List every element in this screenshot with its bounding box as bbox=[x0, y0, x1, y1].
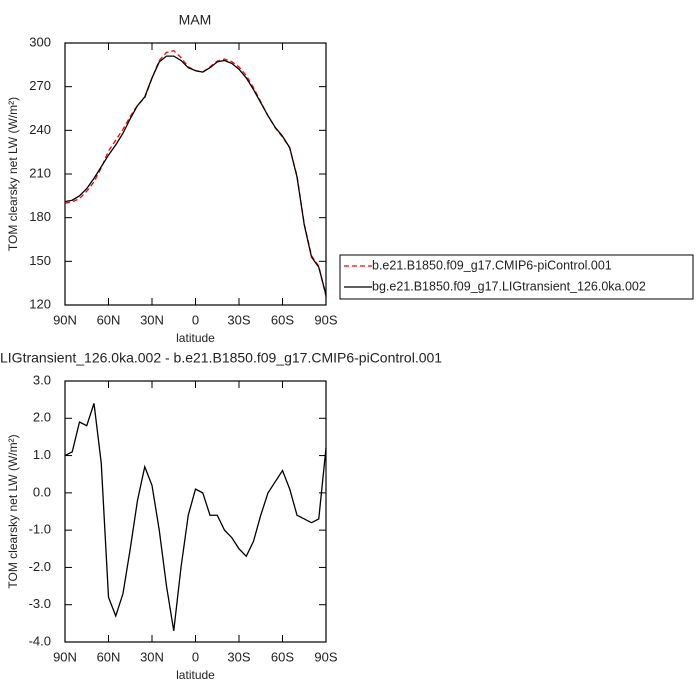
y-tick-label: -3.0 bbox=[29, 596, 51, 611]
x-tick-label: 60S bbox=[271, 312, 294, 327]
x-tick-label: 60N bbox=[97, 649, 121, 664]
x-tick-label: 60S bbox=[271, 649, 294, 664]
x-tick-label: 30S bbox=[227, 312, 250, 327]
y-tick-label: 150 bbox=[29, 253, 51, 268]
chart-title: MAM bbox=[179, 12, 212, 28]
chart-title: LIGtransient_126.0ka.002 - b.e21.B1850.f… bbox=[0, 350, 442, 366]
x-tick-label: 30S bbox=[227, 649, 250, 664]
x-tick-label: 30N bbox=[140, 649, 164, 664]
x-tick-label: 90N bbox=[53, 312, 77, 327]
x-tick-label: 30N bbox=[140, 312, 164, 327]
y-tick-label: 2.0 bbox=[33, 410, 51, 425]
data-line bbox=[64, 49, 327, 297]
y-tick-label: 3.0 bbox=[33, 372, 51, 387]
y-tick-label: 120 bbox=[29, 296, 51, 311]
y-tick-label: 1.0 bbox=[33, 447, 51, 462]
data-line bbox=[64, 55, 327, 295]
y-tick-label: 300 bbox=[29, 34, 51, 49]
y-tick-label: 210 bbox=[29, 165, 51, 180]
plot-frame bbox=[64, 42, 327, 306]
x-tick-label: 90S bbox=[314, 649, 337, 664]
legend-label: b.e21.B1850.f09_g17.CMIP6-piControl.001 bbox=[372, 258, 612, 272]
y-tick-label: -2.0 bbox=[29, 559, 51, 574]
y-tick-label: -1.0 bbox=[29, 522, 51, 537]
x-tick-label: 0 bbox=[192, 649, 199, 664]
y-tick-label: -4.0 bbox=[29, 633, 51, 648]
data-line bbox=[64, 403, 327, 631]
x-tick-label: 60N bbox=[97, 312, 121, 327]
y-tick-label: 180 bbox=[29, 209, 51, 224]
legend-box bbox=[339, 254, 694, 300]
y-axis-label: TOM clearsky net LW (W/m²) bbox=[6, 97, 20, 251]
y-tick-label: 240 bbox=[29, 122, 51, 137]
x-tick-label: 90N bbox=[53, 649, 77, 664]
plot-frame bbox=[64, 380, 327, 643]
y-axis-label: TOM clearsky net LW (W/m²) bbox=[6, 434, 20, 588]
y-tick-label: 0.0 bbox=[33, 484, 51, 499]
x-tick-label: 0 bbox=[192, 312, 199, 327]
legend-label: bg.e21.B1850.f09_g17.LIGtransient_126.0k… bbox=[372, 279, 646, 293]
x-tick-label: 90S bbox=[314, 312, 337, 327]
x-axis-label: latitude bbox=[176, 668, 215, 682]
y-tick-label: 270 bbox=[29, 78, 51, 93]
x-axis-label: latitude bbox=[176, 331, 215, 345]
